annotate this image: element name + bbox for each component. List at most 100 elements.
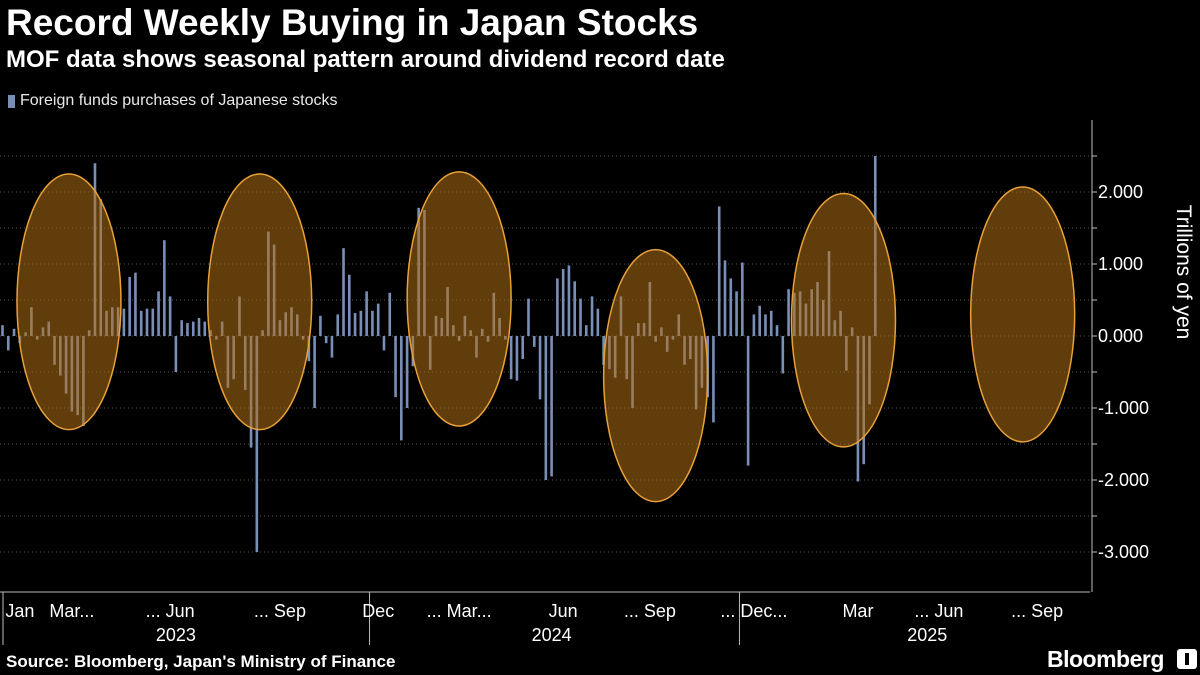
data-bar bbox=[596, 308, 600, 336]
x-tick-label: ... Jun bbox=[914, 601, 963, 621]
data-bar bbox=[313, 336, 316, 408]
data-bar bbox=[319, 315, 322, 336]
data-bar bbox=[342, 248, 345, 336]
highlight-ellipse bbox=[602, 248, 709, 503]
data-bar bbox=[365, 291, 368, 336]
data-bar bbox=[746, 336, 750, 466]
data-bar bbox=[174, 336, 178, 372]
chart-subtitle: MOF data shows seasonal pattern around d… bbox=[6, 46, 725, 73]
data-bar bbox=[122, 308, 126, 336]
data-bar bbox=[180, 320, 183, 336]
x-tick-label: Jun bbox=[549, 601, 578, 621]
data-bar bbox=[145, 308, 149, 336]
data-bar bbox=[388, 292, 392, 336]
data-bar bbox=[394, 336, 397, 398]
data-bar bbox=[775, 325, 779, 336]
legend-swatch bbox=[8, 94, 15, 108]
x-year-label: 2025 bbox=[907, 625, 947, 645]
x-tick-label: Dec bbox=[362, 601, 394, 621]
data-bar bbox=[163, 240, 166, 336]
data-bar bbox=[544, 336, 548, 480]
bloomberg-icon bbox=[1177, 649, 1197, 669]
data-bar bbox=[573, 281, 577, 336]
data-bar bbox=[567, 265, 571, 336]
data-bar bbox=[712, 336, 715, 423]
data-bar bbox=[602, 336, 605, 365]
highlight-ellipse bbox=[969, 186, 1076, 443]
data-bar bbox=[509, 336, 513, 380]
data-bar bbox=[729, 278, 733, 336]
data-bar bbox=[527, 298, 530, 336]
y-axis-label: Trillions of yen bbox=[1172, 205, 1195, 340]
y-tick-label: -2.000 bbox=[1098, 470, 1149, 490]
x-tick-label: ... Sep bbox=[254, 601, 306, 621]
data-bar bbox=[550, 336, 553, 477]
data-bar bbox=[590, 296, 594, 336]
x-tick-label: Jan bbox=[5, 601, 34, 621]
x-year-label: 2023 bbox=[156, 625, 196, 645]
y-tick-label: -1.000 bbox=[1098, 398, 1149, 418]
data-bar bbox=[255, 336, 259, 552]
x-tick-label: ... Mar... bbox=[427, 601, 492, 621]
data-bar bbox=[752, 314, 756, 336]
data-bar bbox=[348, 274, 351, 336]
y-tick-label: 2.000 bbox=[1098, 182, 1143, 202]
data-bar bbox=[758, 305, 761, 336]
data-bar bbox=[723, 260, 727, 336]
y-tick-label: 1.000 bbox=[1098, 254, 1143, 274]
data-bar bbox=[134, 272, 137, 336]
x-tick-label: ... Sep bbox=[624, 601, 676, 621]
brand-logo: Bloomberg bbox=[1047, 646, 1164, 672]
x-year-label: 2024 bbox=[532, 625, 572, 645]
data-bar bbox=[532, 336, 536, 347]
legend: Foreign funds purchases of Japanese stoc… bbox=[8, 92, 338, 110]
data-bar bbox=[168, 296, 172, 336]
data-bar bbox=[1, 325, 4, 336]
highlight-ellipse bbox=[790, 192, 897, 448]
y-tick-label: 0.000 bbox=[1098, 326, 1143, 346]
data-bar bbox=[405, 336, 409, 408]
data-bar bbox=[197, 318, 201, 336]
data-bar bbox=[584, 325, 588, 336]
data-bar bbox=[330, 336, 334, 358]
highlight-ellipse bbox=[206, 173, 313, 431]
data-bar bbox=[579, 298, 582, 336]
source-note: Source: Bloomberg, Japan's Ministry of F… bbox=[6, 652, 396, 671]
data-bar bbox=[561, 269, 565, 336]
data-bar bbox=[735, 291, 738, 336]
data-bar bbox=[157, 291, 160, 336]
chart-title: Record Weekly Buying in Japan Stocks bbox=[6, 2, 699, 43]
x-tick-label: Mar bbox=[842, 601, 873, 621]
data-bar bbox=[12, 328, 16, 336]
data-bar bbox=[6, 336, 10, 351]
highlight-ellipse bbox=[16, 173, 122, 431]
data-bar bbox=[787, 289, 790, 336]
data-bar bbox=[382, 336, 386, 351]
x-tick-label: ... Dec... bbox=[720, 601, 787, 621]
data-bar bbox=[521, 336, 524, 360]
data-bar bbox=[203, 321, 207, 336]
data-bar bbox=[769, 310, 773, 336]
x-tick-label: Mar... bbox=[49, 601, 94, 621]
data-bar bbox=[556, 278, 559, 336]
highlight-ellipse bbox=[406, 171, 512, 427]
data-bar bbox=[359, 310, 363, 336]
data-bar bbox=[139, 310, 143, 336]
legend-label: Foreign funds purchases of Japanese stoc… bbox=[20, 92, 338, 109]
y-tick-label: -3.000 bbox=[1098, 542, 1149, 562]
data-bar bbox=[515, 336, 519, 381]
data-bar bbox=[781, 336, 785, 374]
data-bar bbox=[717, 206, 721, 336]
data-bar bbox=[191, 321, 195, 336]
x-tick-label: ... Sep bbox=[1011, 601, 1063, 621]
x-tick-label: ... Jun bbox=[146, 601, 195, 621]
data-bar bbox=[400, 336, 403, 441]
data-bar bbox=[324, 336, 328, 344]
data-bar bbox=[538, 336, 542, 400]
data-bar bbox=[741, 262, 744, 336]
data-bar bbox=[371, 310, 374, 336]
data-bar bbox=[186, 323, 189, 336]
data-bar bbox=[353, 312, 357, 336]
data-bar bbox=[128, 276, 131, 336]
